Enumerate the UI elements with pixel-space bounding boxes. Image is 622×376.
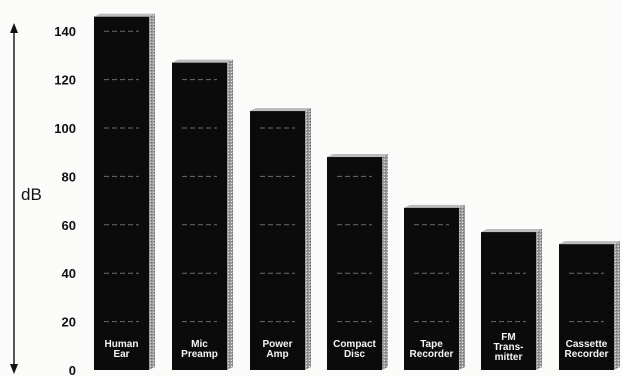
- bar-label: Tape: [420, 339, 443, 350]
- bar-label: Cassette: [566, 339, 608, 350]
- bar-side-face: [536, 229, 542, 370]
- bar-label: Recorder: [565, 349, 609, 360]
- bar-label: FM: [501, 332, 515, 343]
- y-tick-label: 40: [62, 266, 76, 281]
- bar-label: Amp: [266, 349, 288, 360]
- bar-top-face: [94, 13, 155, 17]
- y-axis-arrow-bottom: [10, 364, 18, 374]
- bar-side-face: [382, 154, 388, 370]
- bar-label: Preamp: [181, 349, 218, 360]
- y-tick-label: 80: [62, 169, 76, 184]
- bar-top-face: [172, 59, 233, 63]
- bar: [327, 157, 382, 370]
- bar-label: Human: [105, 339, 139, 350]
- bar-label: Compact: [333, 339, 376, 350]
- bar: [559, 244, 614, 370]
- y-axis: [10, 23, 18, 374]
- y-axis-ticks: 0 20 40 60 80 100 120 140: [54, 24, 76, 376]
- y-tick-label: 0: [69, 363, 76, 376]
- bar-label: Mic: [191, 339, 208, 350]
- bar-top-face: [327, 154, 388, 158]
- bar: [94, 16, 149, 371]
- bar-side-face: [149, 13, 155, 371]
- y-tick-label: 20: [62, 315, 76, 330]
- bar-top-face: [481, 229, 542, 233]
- bar-side-face: [459, 204, 465, 370]
- bar-label: Trans-: [493, 342, 523, 353]
- y-tick-label: 140: [54, 24, 76, 39]
- y-tick-label: 60: [62, 218, 76, 233]
- bar-side-face: [614, 241, 620, 370]
- bar-label: Ear: [113, 349, 129, 360]
- bar-side-face: [305, 108, 311, 370]
- bar-label: Recorder: [410, 349, 454, 360]
- bar: [250, 111, 305, 370]
- y-tick-label: 120: [54, 73, 76, 88]
- y-axis-arrow-top: [10, 23, 18, 33]
- bar-top-face: [250, 108, 311, 112]
- bar: [172, 62, 227, 370]
- y-tick-label: 100: [54, 121, 76, 136]
- bar-top-face: [559, 241, 620, 245]
- bar-top-face: [404, 204, 465, 208]
- y-axis-label: dB: [21, 185, 42, 204]
- bar-label: Disc: [344, 349, 366, 360]
- bar-label: mitter: [495, 352, 523, 363]
- bar-side-face: [227, 59, 233, 370]
- bar: [404, 207, 459, 370]
- bar: [481, 232, 536, 370]
- bar-label: Power: [262, 339, 292, 350]
